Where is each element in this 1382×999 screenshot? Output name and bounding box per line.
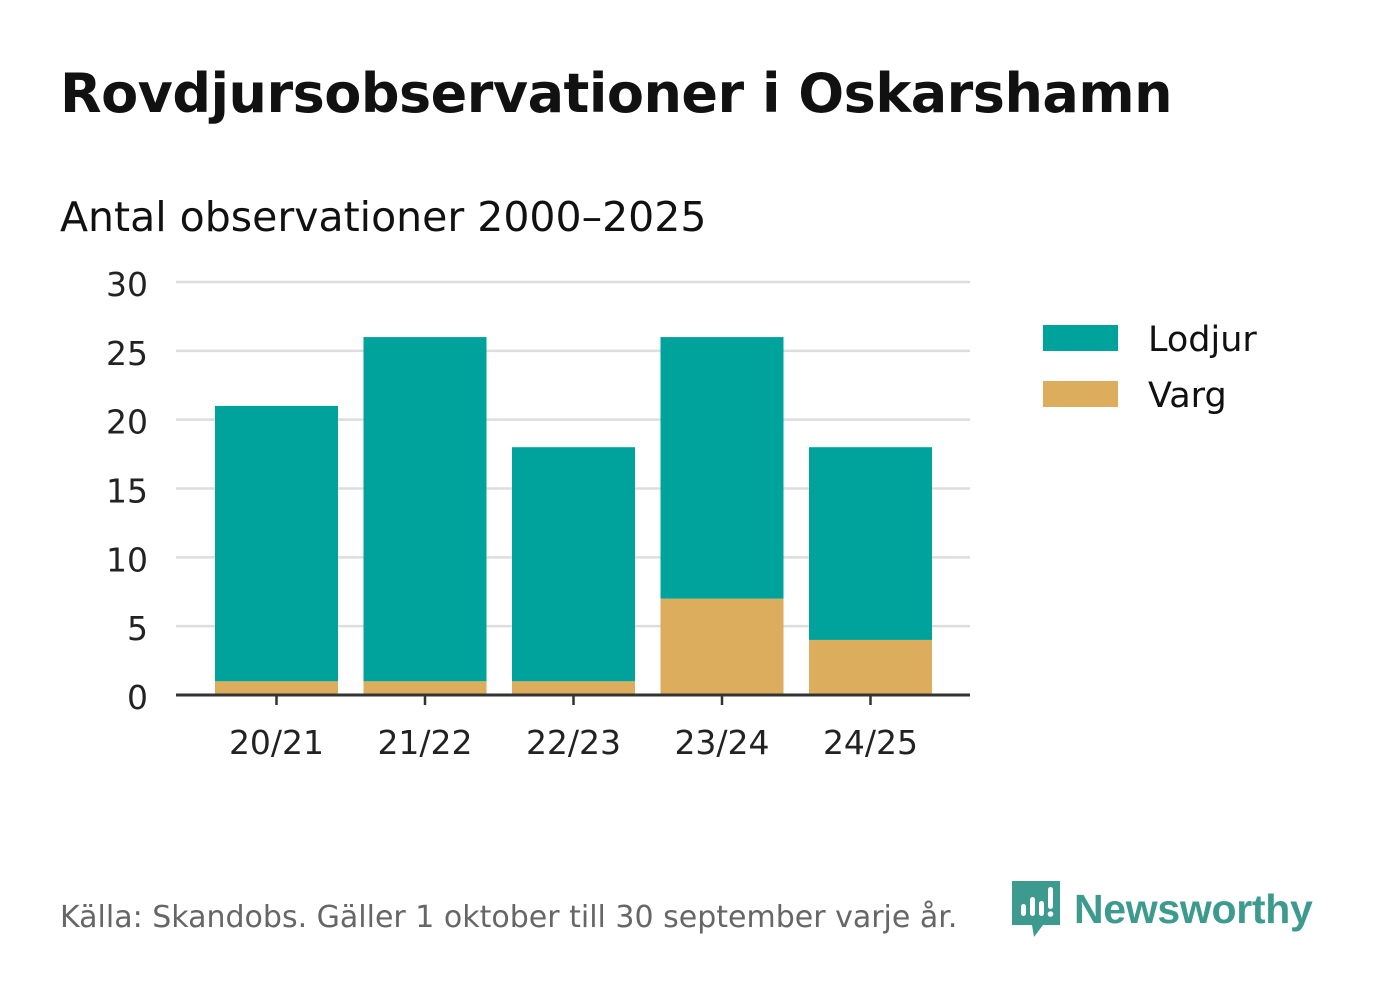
brand-logo: Newsworthy [1010, 878, 1313, 940]
legend-label-lodjur: Lodjur [1148, 320, 1257, 360]
bars [215, 337, 932, 695]
x-tick-label: 20/21 [229, 723, 324, 762]
x-tick-label: 24/25 [823, 723, 918, 762]
y-tick-label: 25 [106, 334, 148, 373]
bar-varg-23-24 [660, 598, 784, 695]
y-tick-label: 20 [106, 403, 148, 442]
y-tick-label: 0 [127, 678, 148, 717]
x-tick-label: 22/23 [526, 723, 621, 762]
y-tick-label: 30 [106, 265, 148, 304]
legend-label-varg: Varg [1148, 376, 1227, 416]
source-note: Källa: Skandobs. Gäller 1 oktober till 3… [60, 900, 958, 935]
axes: 0 5 10 15 20 25 30 20/21 21/22 22/23 23/24 24/25 [106, 265, 970, 762]
bar-lodjur-22-23 [512, 447, 635, 682]
bar-varg-21-22 [363, 681, 487, 695]
y-tick-label: 15 [106, 472, 148, 511]
y-tick-label: 10 [106, 540, 148, 579]
newsworthy-logo-icon [1012, 881, 1060, 937]
legend-swatch-lodjur [1043, 325, 1118, 351]
legend-swatch-varg [1043, 381, 1118, 407]
bar-varg-20-21 [215, 681, 338, 695]
bar-varg-22-23 [512, 681, 635, 695]
bar-lodjur-20-21 [215, 405, 338, 682]
bar-varg-24-25 [809, 639, 932, 695]
x-tick-label: 21/22 [377, 723, 472, 762]
bar-lodjur-21-22 [363, 337, 487, 682]
chart-subtitle: Antal observationer 2000–2025 [60, 193, 707, 241]
brand-name: Newsworthy [1074, 885, 1313, 932]
bar-lodjur-23-24 [660, 337, 784, 599]
legend: Lodjur Varg [1043, 320, 1257, 416]
y-tick-label: 5 [127, 609, 148, 648]
x-tick-label: 23/24 [674, 723, 769, 762]
chart-title: Rovdjursobservationer i Oskarshamn [60, 62, 1173, 125]
bar-lodjur-24-25 [809, 447, 932, 640]
